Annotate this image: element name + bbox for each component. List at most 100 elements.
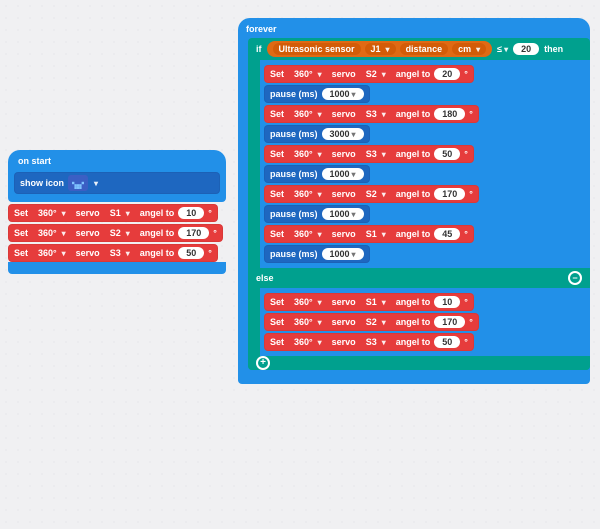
servo-word: servo bbox=[332, 229, 356, 239]
pause-value[interactable]: 3000 bbox=[322, 128, 364, 140]
show-icon-label: show icon bbox=[20, 178, 64, 188]
servo-pin-dropdown[interactable]: S2 bbox=[360, 188, 392, 200]
comparator[interactable]: ≤ bbox=[497, 44, 508, 54]
servo-pin-dropdown[interactable]: S2 bbox=[360, 68, 392, 80]
ultrasonic-label: Ultrasonic sensor bbox=[279, 44, 355, 54]
set-label: Set bbox=[14, 228, 28, 238]
servo-block[interactable]: Set360°servoS3angel to50° bbox=[8, 244, 218, 262]
servo-word: servo bbox=[332, 149, 356, 159]
deg-dropdown[interactable]: 360° bbox=[288, 316, 328, 328]
threshold-value[interactable]: 20 bbox=[513, 43, 539, 55]
servo-block[interactable]: Set360°servoS2angel to170° bbox=[264, 313, 479, 331]
angle-value[interactable]: 10 bbox=[178, 207, 204, 219]
angle-value[interactable]: 50 bbox=[434, 148, 460, 160]
deg-dropdown[interactable]: 360° bbox=[288, 296, 328, 308]
sensor-port[interactable]: J1 bbox=[365, 43, 396, 55]
deg-suffix: ° bbox=[208, 208, 212, 218]
servo-block[interactable]: Set360°servoS2angel to170° bbox=[8, 224, 223, 242]
servo-block[interactable]: Set 360° servo S1 angel to45 ° bbox=[264, 225, 474, 243]
pause-label: pause (ms) bbox=[270, 209, 318, 219]
angel-to-label: angel to bbox=[396, 337, 431, 347]
angle-value[interactable]: 50 bbox=[178, 247, 204, 259]
angle-value[interactable]: 50 bbox=[434, 336, 460, 348]
angel-to-label: angel to bbox=[396, 229, 431, 239]
icon-dropdown[interactable] bbox=[92, 178, 98, 188]
pause-value[interactable]: 1000 bbox=[322, 248, 364, 260]
servo-pin-dropdown[interactable]: S3 bbox=[360, 148, 392, 160]
sensor-unit[interactable]: cm bbox=[452, 43, 486, 55]
angle-value[interactable]: 45 bbox=[434, 228, 460, 240]
show-icon-block[interactable]: show icon bbox=[14, 172, 220, 194]
deg-dropdown[interactable]: 360° bbox=[288, 336, 328, 348]
pause-block[interactable]: pause (ms)1000 bbox=[264, 85, 370, 103]
pause-block[interactable]: pause (ms) 1000 bbox=[264, 205, 370, 223]
angle-value[interactable]: 10 bbox=[434, 296, 460, 308]
remove-branch-icon[interactable]: − bbox=[568, 271, 582, 285]
servo-pin-dropdown[interactable]: S1 bbox=[104, 207, 136, 219]
set-label: Set bbox=[14, 208, 28, 218]
forever-hat: forever bbox=[246, 24, 277, 34]
onstart-stack[interactable]: on start show icon Set 360° servo S1 angel t… bbox=[8, 150, 226, 274]
deg-dropdown[interactable]: 360° bbox=[288, 108, 328, 120]
servo-pin-dropdown[interactable]: S3 bbox=[360, 336, 392, 348]
servo-word: servo bbox=[76, 228, 100, 238]
deg-suffix: ° bbox=[464, 229, 468, 239]
deg-dropdown[interactable]: 360° bbox=[288, 68, 328, 80]
if-footer[interactable]: + bbox=[248, 356, 590, 370]
deg-dropdown[interactable]: 360° bbox=[288, 188, 328, 200]
angle-value[interactable]: 20 bbox=[434, 68, 460, 80]
servo-block[interactable]: Set360°servoS1angel to10° bbox=[264, 293, 474, 311]
then-label: then bbox=[544, 44, 563, 54]
pause-value[interactable]: 1000 bbox=[322, 88, 364, 100]
servo-pin-dropdown[interactable]: S3 bbox=[360, 108, 392, 120]
set-label: Set bbox=[270, 297, 284, 307]
set-label: Set bbox=[270, 69, 284, 79]
pause-label: pause (ms) bbox=[270, 169, 318, 179]
if-header[interactable]: if Ultrasonic sensor J1 distance cm ≤ 20… bbox=[248, 38, 590, 60]
angle-value[interactable]: 180 bbox=[434, 108, 465, 120]
angel-to-label: angel to bbox=[396, 189, 431, 199]
servo-word: servo bbox=[332, 317, 356, 327]
angle-value[interactable]: 170 bbox=[434, 316, 465, 328]
angel-to-label: angel to bbox=[396, 149, 431, 159]
servo-word: servo bbox=[332, 297, 356, 307]
distance-label: distance bbox=[406, 44, 443, 54]
set-label: Set bbox=[270, 229, 284, 239]
if-block[interactable]: if Ultrasonic sensor J1 distance cm ≤ 20… bbox=[248, 38, 590, 370]
servo-block[interactable]: Set360°servoS2angel to170° bbox=[264, 185, 479, 203]
pause-block[interactable]: pause (ms)1000 bbox=[264, 245, 370, 263]
deg-dropdown[interactable]: 360° bbox=[32, 227, 72, 239]
servo-pin-dropdown[interactable]: S2 bbox=[104, 227, 136, 239]
angel-to-label: angel to bbox=[140, 228, 175, 238]
deg-dropdown[interactable]: 360° bbox=[288, 148, 328, 160]
servo-block[interactable]: Set360°servoS3angel to50° bbox=[264, 333, 474, 351]
servo-pin-dropdown[interactable]: S1 bbox=[360, 296, 392, 308]
else-header[interactable]: else − bbox=[248, 268, 590, 288]
add-branch-icon[interactable]: + bbox=[256, 356, 270, 370]
servo-block[interactable]: Set360°servoS2angel to20° bbox=[264, 65, 474, 83]
servo-block[interactable]: Set360°servoS3angel to50° bbox=[264, 145, 474, 163]
deg-dropdown[interactable]: 360° bbox=[32, 207, 72, 219]
angel-to-label: angel to bbox=[396, 317, 431, 327]
angle-value[interactable]: 170 bbox=[434, 188, 465, 200]
angle-value[interactable]: 170 bbox=[178, 227, 209, 239]
deg-dropdown[interactable]: 360° bbox=[288, 228, 328, 240]
servo-pin-dropdown[interactable]: S2 bbox=[360, 316, 392, 328]
onstart-hat: on start bbox=[14, 154, 220, 170]
condition-sensor[interactable]: Ultrasonic sensor J1 distance cm bbox=[267, 41, 493, 57]
pause-value[interactable]: 1000 bbox=[322, 168, 364, 180]
icon-picker[interactable] bbox=[68, 175, 88, 191]
servo-block[interactable]: Set360°servoS3angel to180° bbox=[264, 105, 479, 123]
pause-value[interactable]: 1000 bbox=[322, 208, 364, 220]
pause-block[interactable]: pause (ms)3000 bbox=[264, 125, 370, 143]
forever-stack[interactable]: forever if Ultrasonic sensor J1 distance… bbox=[238, 18, 590, 384]
servo-block[interactable]: Set360°servoS1angel to10° bbox=[8, 204, 218, 222]
servo-pin-dropdown[interactable]: S1 bbox=[360, 228, 392, 240]
set-label: Set bbox=[14, 248, 28, 258]
set-label: Set bbox=[270, 189, 284, 199]
pause-block[interactable]: pause (ms) 1000 bbox=[264, 165, 370, 183]
servo-pin-dropdown[interactable]: S3 bbox=[104, 247, 136, 259]
angel-to-label: angel to bbox=[396, 109, 431, 119]
deg-dropdown[interactable]: 360° bbox=[32, 247, 72, 259]
angel-to-label: angel to bbox=[140, 248, 175, 258]
